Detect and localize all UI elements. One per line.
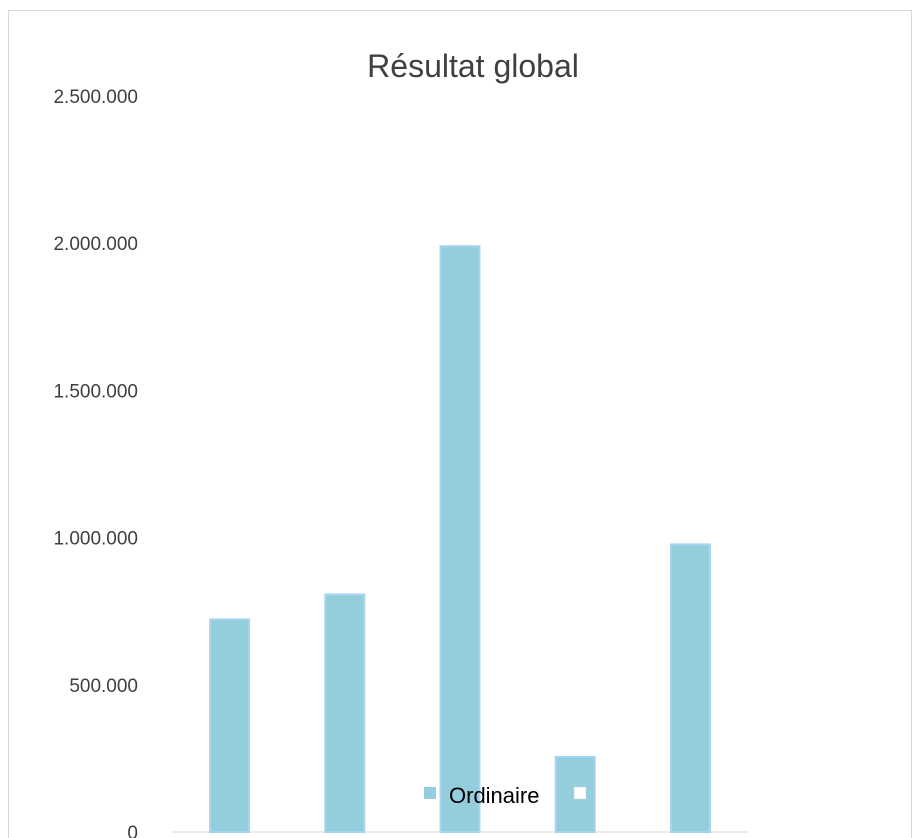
- bar: [209, 618, 251, 833]
- chart-frame: [8, 10, 912, 838]
- legend-label-ordinaire: Ordinaire: [449, 783, 539, 808]
- y-tick-label: 2.000.000: [53, 234, 138, 255]
- bar: [439, 245, 481, 834]
- chart-title: Résultat global: [367, 48, 579, 84]
- y-tick-label: 0: [127, 823, 138, 838]
- y-tick-label: 1.500.000: [53, 381, 138, 402]
- y-tick-label: 1.000.000: [53, 529, 138, 550]
- bars-group: [209, 245, 711, 834]
- legend-swatch-blank: [573, 786, 587, 800]
- bar: [324, 593, 366, 833]
- y-axis-ticks: 0 500.000 1.000.000 1.500.000 2.000.000 2.500…: [53, 87, 138, 838]
- y-tick-label: 2.500.000: [53, 87, 138, 108]
- bar: [669, 543, 711, 834]
- y-tick-label: 500.000: [69, 676, 138, 697]
- legend: Ordinaire: [424, 783, 587, 808]
- legend-swatch-ordinaire: [424, 787, 436, 799]
